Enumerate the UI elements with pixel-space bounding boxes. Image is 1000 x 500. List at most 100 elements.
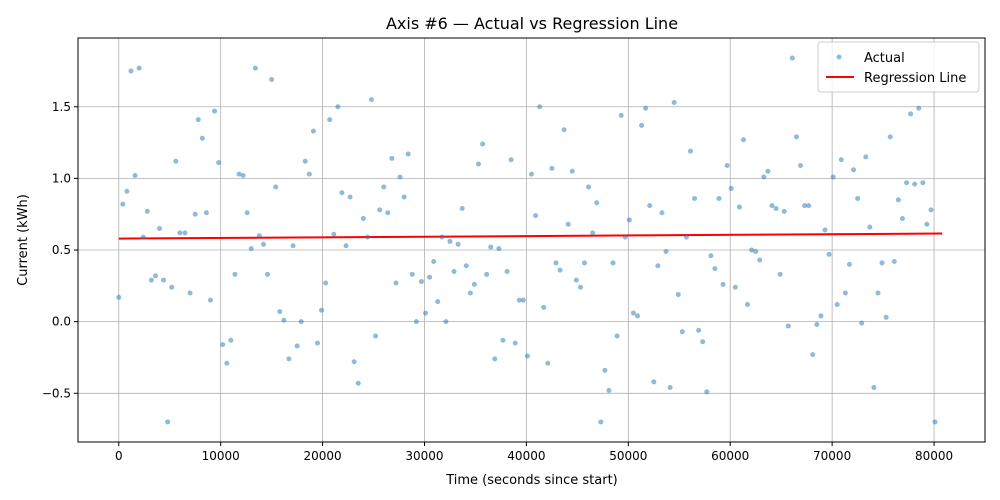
data-point xyxy=(508,157,514,163)
data-point xyxy=(302,158,308,164)
data-point xyxy=(822,227,828,233)
data-point xyxy=(594,200,600,206)
x-tick-label: 0 xyxy=(115,449,123,463)
data-point xyxy=(639,122,645,128)
data-point xyxy=(157,226,163,232)
data-point xyxy=(761,174,767,180)
data-point xyxy=(290,243,296,249)
data-point xyxy=(732,284,738,290)
data-point xyxy=(610,260,616,266)
data-point xyxy=(683,234,689,240)
data-point xyxy=(883,314,889,320)
data-point xyxy=(216,160,222,166)
data-point xyxy=(541,304,547,310)
data-point xyxy=(577,284,583,290)
data-point xyxy=(248,246,254,252)
data-point xyxy=(496,246,502,252)
data-point xyxy=(199,135,205,141)
data-point xyxy=(435,299,441,305)
data-point xyxy=(675,291,681,297)
data-point xyxy=(192,211,198,217)
data-point xyxy=(891,258,897,264)
x-tick-label: 70000 xyxy=(813,449,851,463)
data-point xyxy=(165,419,171,425)
data-point xyxy=(569,168,575,174)
data-point xyxy=(904,180,910,186)
data-point xyxy=(431,258,437,264)
data-point xyxy=(224,360,230,366)
data-point xyxy=(273,184,279,190)
data-point xyxy=(606,387,612,393)
data-point xyxy=(140,234,146,240)
data-point xyxy=(842,290,848,296)
data-point xyxy=(177,230,183,236)
data-point xyxy=(655,263,661,269)
data-point xyxy=(381,184,387,190)
data-point xyxy=(549,165,555,171)
data-point xyxy=(409,271,415,277)
data-point xyxy=(212,108,218,114)
data-point xyxy=(887,134,893,140)
data-point xyxy=(203,210,209,216)
data-point xyxy=(427,274,433,280)
data-point xyxy=(128,68,134,74)
data-point xyxy=(745,301,751,307)
data-point xyxy=(364,234,370,240)
data-point xyxy=(777,271,783,277)
data-point xyxy=(471,281,477,287)
data-point xyxy=(545,360,551,366)
data-point xyxy=(252,65,258,71)
data-point xyxy=(561,127,567,133)
data-point xyxy=(256,233,262,239)
data-point xyxy=(439,234,445,240)
data-point xyxy=(826,251,832,257)
data-point xyxy=(405,151,411,157)
data-point xyxy=(679,329,685,335)
data-point xyxy=(277,309,283,315)
x-tick-label: 40000 xyxy=(507,449,545,463)
data-point xyxy=(659,210,665,216)
y-axis-label: Current (kWh) xyxy=(16,194,31,286)
data-point xyxy=(484,271,490,277)
data-point xyxy=(286,356,292,362)
data-point xyxy=(232,271,238,277)
legend-actual-label: Actual xyxy=(864,51,905,66)
data-point xyxy=(335,104,341,110)
data-point xyxy=(651,379,657,385)
data-point xyxy=(712,266,718,272)
data-point xyxy=(310,128,316,134)
data-point xyxy=(626,217,632,223)
data-point xyxy=(720,281,726,287)
x-tick-label: 30000 xyxy=(405,449,443,463)
data-point xyxy=(781,208,787,214)
data-point xyxy=(765,168,771,174)
x-tick-label: 50000 xyxy=(609,449,647,463)
data-point xyxy=(671,99,677,105)
data-point xyxy=(806,203,812,209)
data-point xyxy=(700,339,706,345)
data-point xyxy=(447,238,453,244)
data-point xyxy=(520,297,526,303)
data-point xyxy=(708,253,714,259)
data-point xyxy=(120,201,126,207)
regression-line xyxy=(118,232,943,240)
data-point xyxy=(846,261,852,267)
data-point xyxy=(413,319,419,325)
data-point xyxy=(377,207,383,213)
data-point xyxy=(355,380,361,386)
regression-line-layer xyxy=(118,232,943,240)
data-point xyxy=(565,221,571,227)
data-point xyxy=(389,155,395,161)
data-point xyxy=(169,284,175,290)
data-point xyxy=(269,77,275,83)
data-point xyxy=(207,297,213,303)
data-point xyxy=(899,216,905,222)
data-point xyxy=(557,267,563,273)
data-point xyxy=(789,55,795,61)
data-point xyxy=(602,367,608,373)
data-point xyxy=(855,195,861,201)
data-point xyxy=(830,174,836,180)
data-point xyxy=(793,134,799,140)
y-tick-label: 0.5 xyxy=(52,243,71,257)
y-tick-label: 1.5 xyxy=(52,100,71,114)
